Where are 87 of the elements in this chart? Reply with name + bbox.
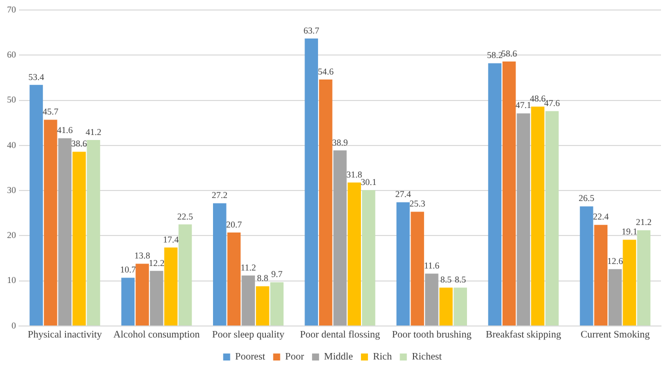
bar <box>410 212 424 326</box>
legend-label: Richest <box>412 352 442 363</box>
bar <box>425 274 438 326</box>
y-tick-label: 10 <box>7 275 16 286</box>
y-tick-label: 40 <box>7 140 16 150</box>
y-tick-label: 70 <box>7 4 16 14</box>
legend-label: Rich <box>372 352 392 363</box>
data-label: 31.8 <box>346 169 363 180</box>
data-label: 38.9 <box>332 137 348 148</box>
data-label: 21.2 <box>636 217 652 228</box>
bar <box>362 190 376 326</box>
y-tick-label: 20 <box>7 230 16 240</box>
bar <box>502 61 516 326</box>
bar <box>531 106 544 326</box>
x-tick-label: Alcohol consumption <box>113 330 200 341</box>
bar <box>136 264 149 326</box>
data-label: 11.2 <box>240 262 256 272</box>
x-tick-label: Poor dental flossing <box>300 330 380 341</box>
bar <box>121 278 135 326</box>
bar <box>454 288 467 326</box>
bar <box>30 84 43 326</box>
data-label: 27.2 <box>212 190 228 200</box>
data-label: 13.8 <box>134 250 151 261</box>
bar <box>150 270 164 326</box>
bar <box>256 286 270 326</box>
data-label: 11.6 <box>424 260 440 270</box>
bar <box>44 120 58 326</box>
y-tick-label: 30 <box>7 184 16 195</box>
bar <box>242 275 255 326</box>
bar <box>545 111 559 326</box>
data-label: 9.7 <box>271 269 284 280</box>
data-label: 38.6 <box>71 138 88 149</box>
x-tick-label: Physical inactivity <box>28 330 102 341</box>
bar <box>580 206 594 326</box>
legend-label: Middle <box>324 352 354 363</box>
data-label: 53.4 <box>28 72 45 82</box>
data-label: 41.6 <box>56 125 74 136</box>
bar <box>637 230 650 326</box>
data-label: 58.2 <box>486 50 503 60</box>
data-label: 58.6 <box>501 48 518 58</box>
data-label: 19.1 <box>622 226 638 237</box>
bar <box>58 138 72 326</box>
bar <box>72 152 86 326</box>
bar <box>227 232 241 326</box>
bar <box>333 150 347 326</box>
legend-label: Poorest <box>235 352 266 363</box>
x-tick-label: Current Smoking <box>580 330 650 341</box>
y-tick-label: 50 <box>7 94 16 105</box>
legend-label: Poor <box>285 352 305 363</box>
data-label: 27.4 <box>395 189 412 200</box>
data-label: 22.5 <box>177 211 194 222</box>
y-tick-label: 60 <box>7 50 16 60</box>
data-label: 8.5 <box>440 274 452 284</box>
data-label: 12.2 <box>148 258 164 268</box>
bar <box>213 203 226 326</box>
data-label: 30.1 <box>360 176 376 187</box>
bar <box>439 288 453 326</box>
bar <box>304 38 318 326</box>
data-label: 25.3 <box>410 198 426 209</box>
data-label: 8.5 <box>454 274 466 284</box>
data-label: 22.4 <box>592 212 610 222</box>
data-label: 54.6 <box>318 66 334 76</box>
bar <box>86 140 100 326</box>
data-label: 20.7 <box>226 219 242 230</box>
bar <box>516 113 530 326</box>
x-tick-label: Poor sleep quality <box>212 330 284 341</box>
bar <box>622 240 636 326</box>
data-label: 12.6 <box>607 256 624 266</box>
x-tick-label: Breakfast skipping <box>486 330 562 341</box>
data-label: 26.5 <box>578 193 595 204</box>
bar <box>178 224 192 326</box>
bar <box>608 269 622 326</box>
bar <box>164 247 178 326</box>
bar <box>488 63 502 326</box>
data-label: 63.7 <box>304 25 320 36</box>
data-label: 8.8 <box>256 273 269 284</box>
bar <box>319 80 332 326</box>
data-label: 41.2 <box>86 126 102 137</box>
bar <box>396 202 410 326</box>
bar <box>270 282 284 326</box>
data-label: 47.6 <box>544 98 560 108</box>
data-label: 48.6 <box>530 93 546 104</box>
bar <box>594 224 608 326</box>
y-tick-label: 0 <box>12 320 16 330</box>
data-label: 17.4 <box>163 234 180 244</box>
bar <box>348 182 361 326</box>
x-tick-label: Poor tooth brushing <box>392 330 472 341</box>
